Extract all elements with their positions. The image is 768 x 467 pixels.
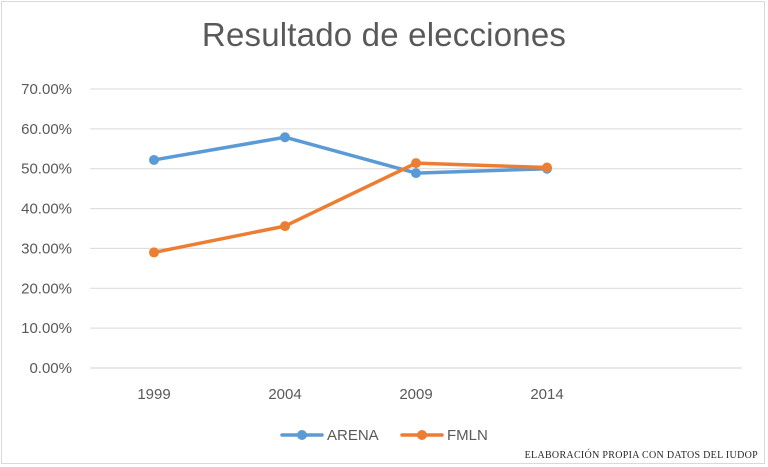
y-tick-label: 40.00% <box>21 201 72 218</box>
legend-swatch-marker-arena <box>297 430 307 440</box>
y-tick-label: 50.00% <box>21 161 72 178</box>
y-tick-label: 30.00% <box>21 240 72 257</box>
y-tick-label: 20.00% <box>21 280 72 297</box>
data-point-fmln <box>411 158 421 169</box>
y-axis-ticks: 0.00% 10.00% 20.00% 30.00% 40.00% 50.00% 60.00… <box>21 81 72 377</box>
y-tick-label: 70.00% <box>21 81 72 98</box>
legend-label-fmln: FMLN <box>447 427 488 444</box>
gridlines <box>90 88 742 369</box>
series-line-arena <box>152 135 549 175</box>
y-tick-label: 10.00% <box>21 320 72 337</box>
legend: ARENA FMLN <box>280 427 488 444</box>
data-point-fmln <box>542 162 552 173</box>
data-point-fmln <box>149 247 159 258</box>
y-tick-label: 60.00% <box>21 121 72 138</box>
y-tick-label: 0.00% <box>29 360 72 377</box>
data-point-arena <box>280 132 290 143</box>
data-point-fmln <box>280 221 290 232</box>
series-lines <box>149 132 552 258</box>
chart-title: Resultado de elecciones <box>201 16 567 53</box>
x-tick-label: 2009 <box>399 386 432 403</box>
data-point-arena <box>411 168 421 179</box>
x-tick-label: 2014 <box>530 386 563 403</box>
legend-swatch-marker-fmln <box>417 430 427 440</box>
data-point-arena <box>149 154 159 165</box>
series-line-fmln <box>152 161 549 255</box>
source-note: ELABORACIÓN PROPIA CON DATOS DEL IUDOP <box>524 450 758 461</box>
x-tick-label: 1999 <box>137 386 170 403</box>
legend-label-arena: ARENA <box>327 427 379 444</box>
x-tick-label: 2004 <box>268 386 301 403</box>
x-axis-ticks: 1999 2004 2009 2014 <box>137 386 563 403</box>
